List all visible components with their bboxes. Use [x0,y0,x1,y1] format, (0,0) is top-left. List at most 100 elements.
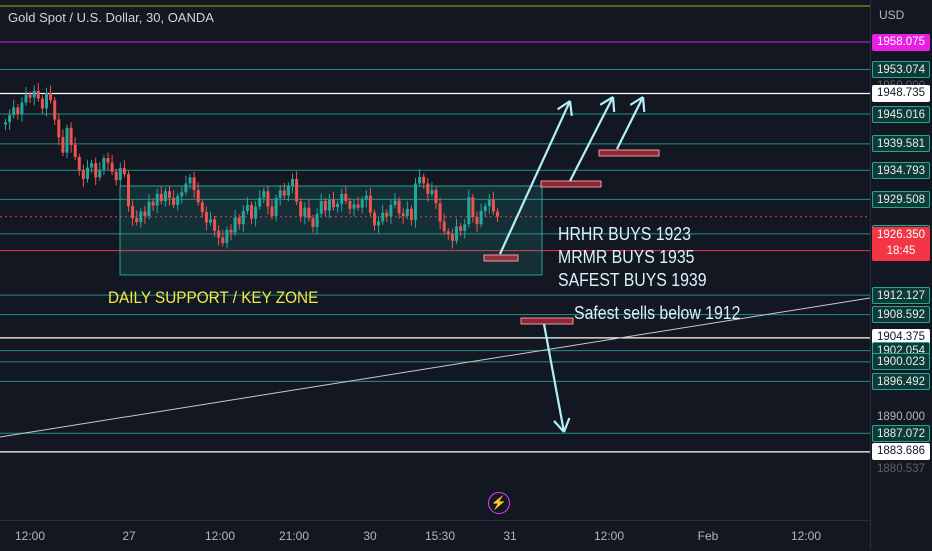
price-level-label: 1945.016 [872,105,930,123]
candle-body [323,201,327,211]
candle-body [90,163,94,168]
candle-body [147,201,151,216]
candle-body [479,211,483,225]
candle-body [217,230,221,238]
candle-body [381,212,385,222]
candle-body [446,231,450,235]
time-label: 12:00 [204,529,236,543]
candle-body [24,94,28,103]
candle-body [332,199,335,208]
price-level-label: 1939.581 [872,135,930,153]
candle-body [455,226,458,241]
time-label: 27 [122,529,136,543]
candle-body [184,183,188,193]
candle-body [295,179,299,202]
candle-body [274,197,278,216]
candle-body [348,201,352,209]
candle-body [487,199,491,207]
candle-body [172,197,176,205]
candle-body [344,193,348,202]
candle-body [422,176,426,184]
price-axis[interactable]: USD 1958.0751953.0741950.0001948.7351945… [870,0,932,550]
buy-arrow-1 [498,100,572,255]
candle-body [98,169,102,178]
candle-body [61,137,65,153]
current-price: 1926.350 [877,229,925,241]
candle-body [57,119,61,138]
time-axis[interactable]: 12:00 27 12:00 21:00 30 15:30 31 12:00 Feb 12:00 [0,520,870,551]
candle-body [291,179,294,186]
candle-body [94,163,98,178]
buy-arrow-2 [569,96,614,182]
price-level-label: 1904.375 [872,329,930,347]
candle-body [278,190,282,198]
candle-body [491,199,495,212]
candle-body [213,219,217,231]
candle-body [143,211,147,216]
candle-body [286,185,290,196]
candle-body [127,174,130,207]
candle-body [303,207,307,217]
sell-arrow [542,323,566,433]
candle-body [467,197,471,225]
time-label: 21:00 [278,529,310,543]
candle-body [426,183,430,194]
candle-body [221,237,225,243]
candle-body [340,193,344,204]
candle-body [20,102,24,115]
candle-body [159,193,163,202]
candle-body [496,211,499,217]
candle-body [282,190,286,196]
candle-body [389,204,393,217]
candle-body [12,107,16,116]
key-zone-box [119,185,543,276]
price-level-label: 1934.793 [872,161,930,179]
candle-body [315,213,319,227]
candle-body [8,115,12,123]
candle-body [155,193,159,206]
candle-body [250,204,253,219]
candle-body [110,162,114,172]
chart-area[interactable]: Gold Spot / U.S. Dollar, 30, OANDA DAILY… [0,0,870,520]
price-chart[interactable] [0,0,870,520]
candle-body [438,203,442,222]
candle-body [360,199,364,208]
candle-body [73,144,77,158]
candle-body [405,208,409,216]
lightning-icon[interactable]: ⚡ [488,492,510,514]
time-label: 15:30 [424,529,456,543]
buy-note-safest: SAFEST BUYS 1939 [558,270,707,290]
candle-body [49,93,53,101]
candle-body [233,217,237,233]
candle-body [245,204,249,212]
candle-body [16,107,20,115]
candle-body [204,212,208,223]
sell-arrow-head [562,417,571,433]
candle-body [209,219,212,223]
symbol-title[interactable]: Gold Spot / U.S. Dollar, 30, OANDA [8,10,214,25]
candle-body [36,90,40,99]
buy-arrow-3-head [641,96,646,113]
candle-body [180,192,184,197]
candle-body [385,212,389,217]
candle-body [393,200,397,205]
price-level-label: 1900.023 [872,353,930,371]
candle-body [176,196,180,205]
candle-body [196,190,200,203]
candle-body [77,157,81,171]
candle-body [442,221,446,232]
candle-body [139,211,143,223]
buy-note-hrhr: HRHR BUYS 1923 [558,224,691,244]
price-level-label: 1880.537 [877,462,925,475]
buy-arrow-3 [616,96,644,150]
candle-body [65,127,69,153]
candle-body [373,212,376,226]
candle-body [122,168,126,175]
candle-body [114,171,118,181]
candle-body [118,168,122,181]
candle-body [241,211,245,225]
candle-body [463,224,467,231]
currency-label: USD [879,8,905,22]
candle-body [397,200,401,214]
candle-body [434,190,438,204]
